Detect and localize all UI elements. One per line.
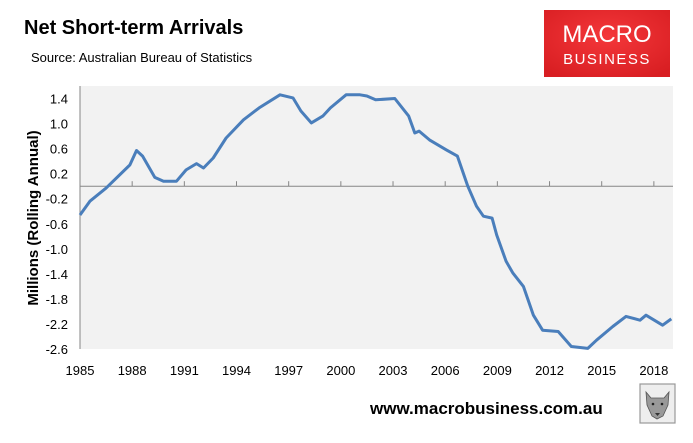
macro-business-logo: MACRO BUSINESS xyxy=(544,10,670,77)
website-url: www.macrobusiness.com.au xyxy=(369,399,603,418)
plot-area xyxy=(80,86,673,349)
x-tick-label: 2018 xyxy=(639,363,668,378)
y-tick-label: -2.6 xyxy=(46,342,68,357)
x-tick-label: 2000 xyxy=(326,363,355,378)
x-tick-label: 2006 xyxy=(431,363,460,378)
y-tick-label: 0.6 xyxy=(50,142,68,157)
y-tick-label: -0.2 xyxy=(46,192,68,207)
y-tick-label: -1.0 xyxy=(46,242,68,257)
y-tick-label: 1.4 xyxy=(50,92,68,107)
x-axis-ticks: 1985 1988 1991 1994 1997 2000 2003 2006 2009 2012… xyxy=(66,181,668,378)
y-tick-label: -0.6 xyxy=(46,217,68,232)
chart-subtitle: Source: Australian Bureau of Statistics xyxy=(31,50,253,65)
x-tick-label: 1994 xyxy=(222,363,251,378)
x-tick-label: 1991 xyxy=(170,363,199,378)
series-line-net-short-term-arrivals xyxy=(78,93,673,350)
x-tick-label: 2015 xyxy=(587,363,616,378)
x-tick-label: 1997 xyxy=(274,363,303,378)
wolf-icon xyxy=(639,383,676,424)
y-tick-label: -2.2 xyxy=(46,317,68,332)
logo-line1: MACRO xyxy=(562,21,651,48)
y-tick-label: -1.4 xyxy=(46,267,68,282)
y-axis-ticks: 1.4 1.0 0.6 0.2 -0.2 -0.6 -1.0 -1.4 -1.8 -2.2 -2.6 xyxy=(46,92,68,357)
y-axis-label: Millions (Rolling Annual) xyxy=(25,130,42,305)
y-tick-label: 1.0 xyxy=(50,117,68,132)
x-tick-label: 2003 xyxy=(379,363,408,378)
y-tick-label: 0.2 xyxy=(50,167,68,182)
logo-background xyxy=(544,10,670,77)
x-tick-label: 2012 xyxy=(535,363,564,378)
x-tick-label: 1985 xyxy=(66,363,95,378)
y-tick-label: -1.8 xyxy=(46,292,68,307)
x-tick-label: 1988 xyxy=(118,363,147,378)
logo-line2: BUSINESS xyxy=(563,51,651,68)
chart-title: Net Short-term Arrivals xyxy=(24,17,243,39)
x-tick-label: 2009 xyxy=(483,363,512,378)
